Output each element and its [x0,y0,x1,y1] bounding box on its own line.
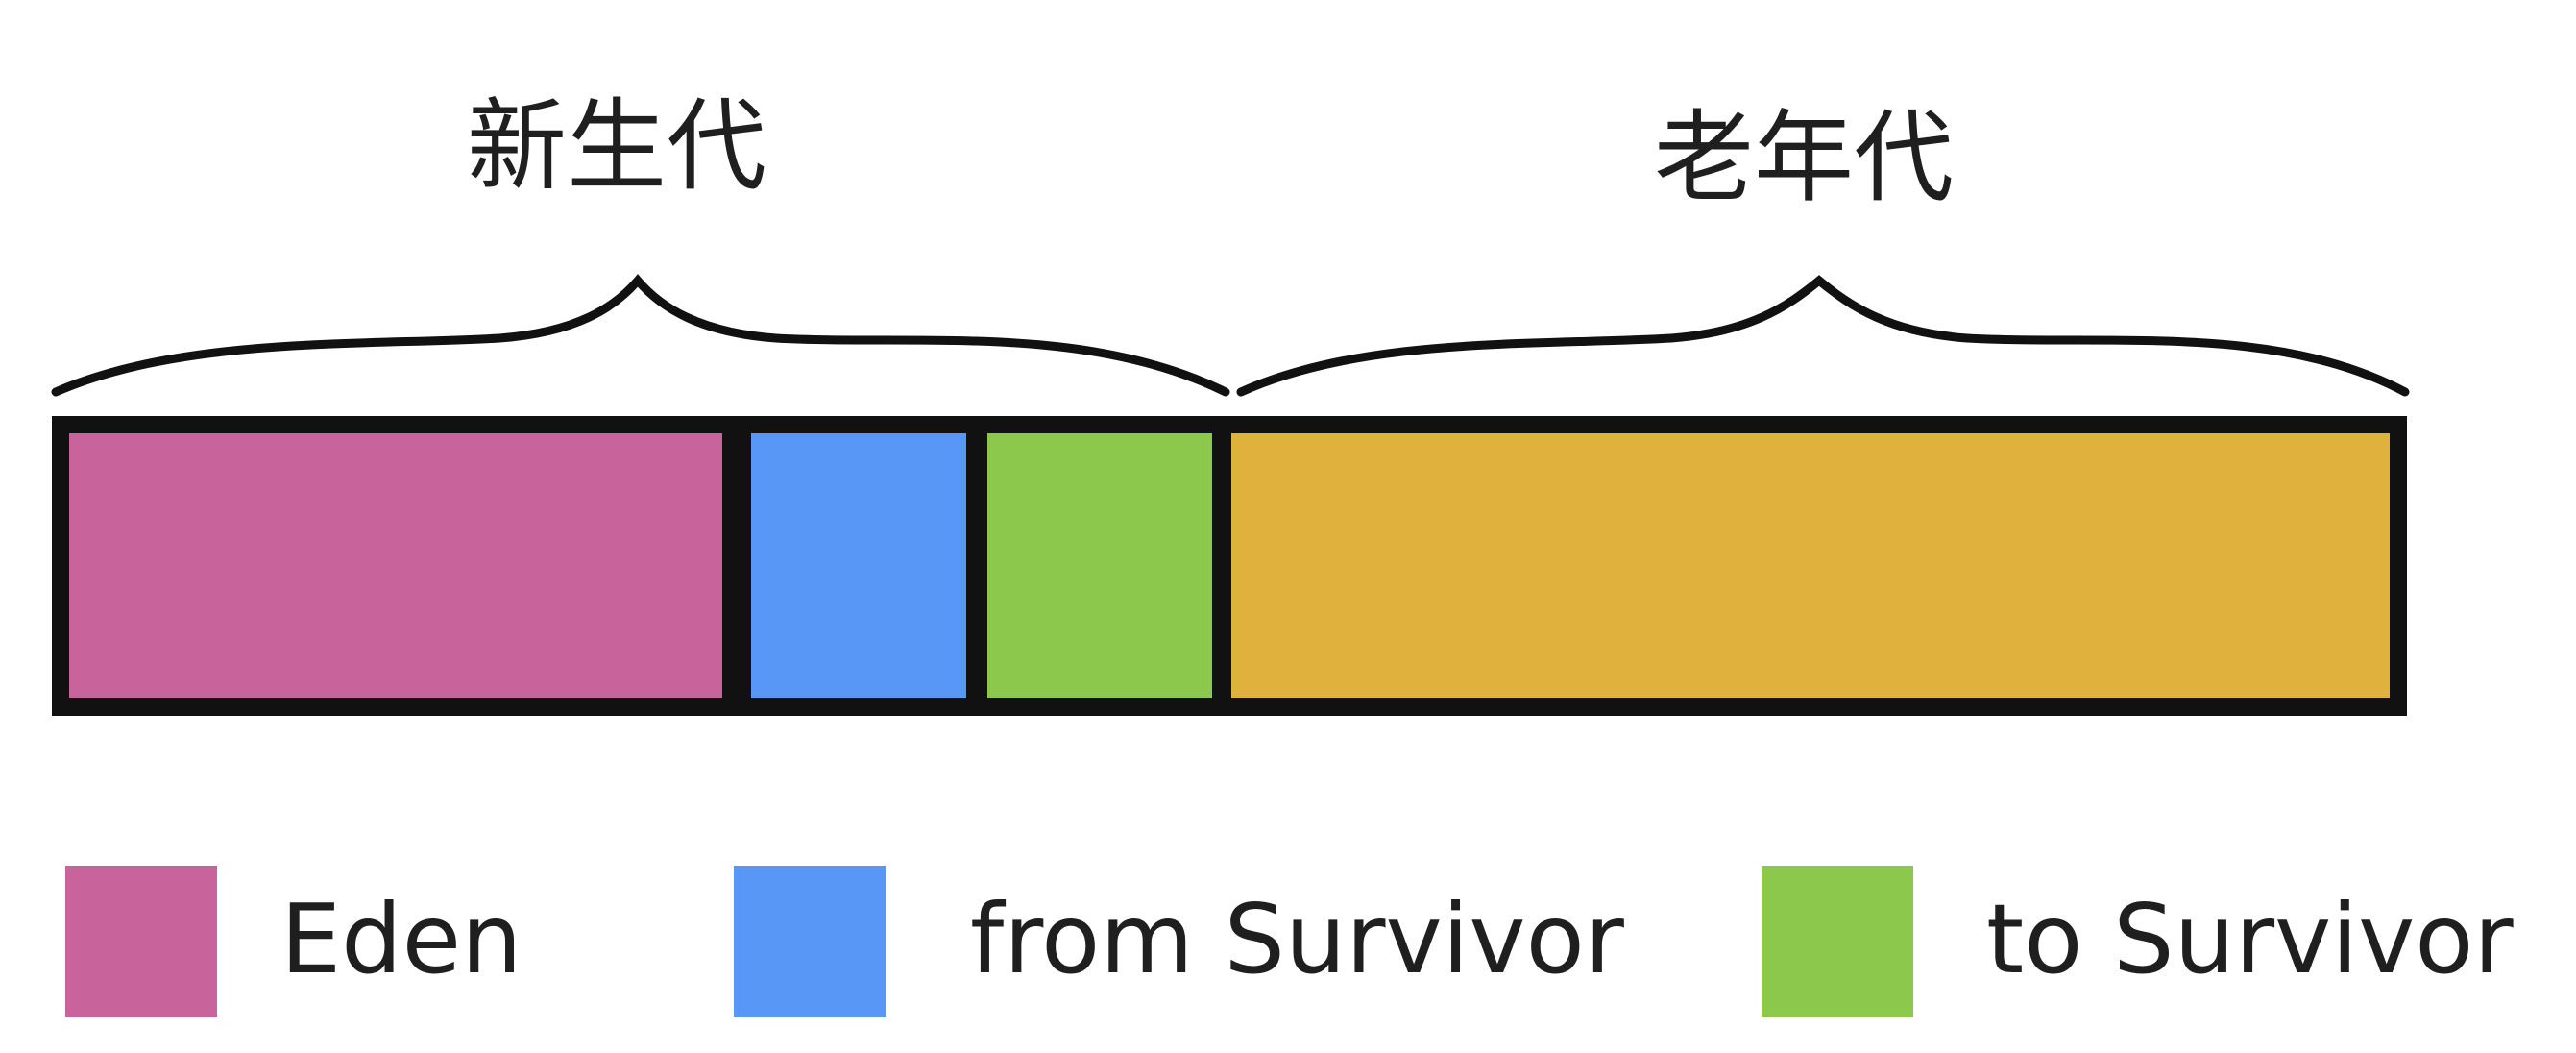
legend-label-eden: Eden [280,883,522,995]
young-generation-label: 新生代 [467,87,767,205]
legend-swatch-to-survivor [1762,866,1913,1017]
old-generation-segment [1231,433,2390,698]
old-generation-label: 老年代 [1654,99,1955,216]
legend-label-to-survivor: to Survivor [1986,883,2514,995]
young-generation-brace [51,274,1230,397]
heap-memory-bar [52,416,2407,716]
legend-swatch-from-survivor [734,866,886,1017]
to-survivor-segment [987,433,1212,698]
legend-label-from-survivor: from Survivor [970,883,1624,995]
from-survivor-segment [751,433,966,698]
eden-segment [69,433,722,698]
old-generation-brace [1236,275,2410,397]
legend-swatch-eden [65,866,217,1017]
